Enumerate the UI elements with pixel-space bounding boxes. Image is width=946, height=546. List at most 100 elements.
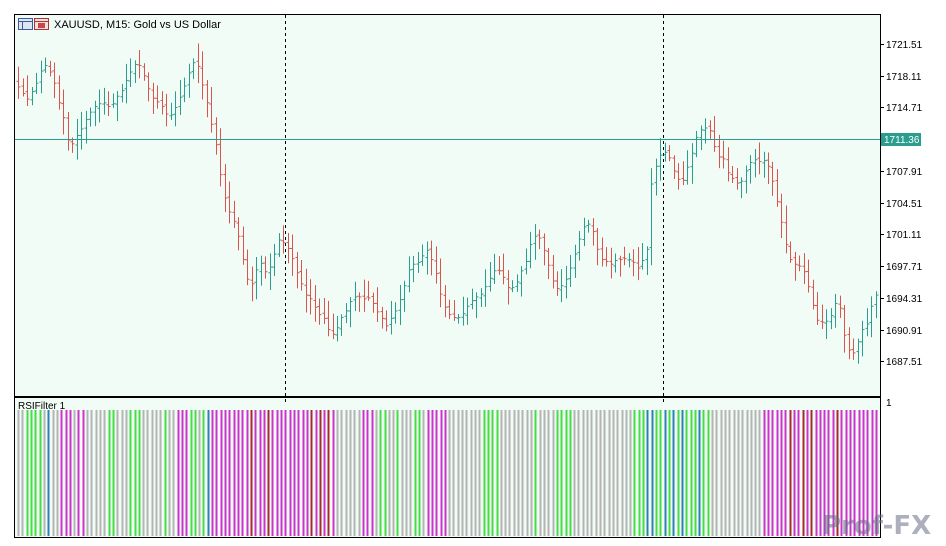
price-bar bbox=[757, 142, 762, 175]
price-bar bbox=[245, 249, 250, 286]
price-bar bbox=[384, 310, 389, 332]
price-bar bbox=[577, 231, 582, 261]
price-bar bbox=[788, 241, 793, 263]
price-bar bbox=[833, 293, 838, 328]
price-bar bbox=[582, 217, 587, 247]
price-bar bbox=[173, 91, 178, 127]
price-bar bbox=[357, 292, 362, 312]
price-bar bbox=[407, 256, 412, 293]
price-bar bbox=[555, 271, 560, 296]
price-bar bbox=[735, 168, 740, 190]
price-bar bbox=[196, 43, 201, 84]
price-bar bbox=[869, 296, 874, 338]
price-axis-label: 1687.51 bbox=[886, 357, 923, 368]
price-bar bbox=[519, 266, 524, 297]
price-bar bbox=[546, 247, 551, 280]
price-bar bbox=[483, 269, 488, 307]
price-bar bbox=[344, 303, 349, 324]
price-bar bbox=[155, 85, 160, 109]
price-bar bbox=[461, 296, 466, 326]
price-bar bbox=[838, 295, 843, 318]
price-bar bbox=[79, 111, 84, 150]
price-bar bbox=[851, 338, 856, 360]
price-bar bbox=[739, 177, 744, 199]
price-bar bbox=[721, 140, 726, 169]
price-bar bbox=[146, 72, 151, 102]
price-axis-label: 1707.91 bbox=[886, 167, 923, 178]
price-bar bbox=[97, 89, 102, 123]
price-bar bbox=[797, 255, 802, 272]
price-pane-frame bbox=[14, 14, 881, 397]
price-bar bbox=[241, 226, 246, 265]
price-axis-label: 1721.51 bbox=[886, 40, 923, 51]
price-axis-label: 1697.71 bbox=[886, 262, 923, 273]
price-bar bbox=[425, 241, 430, 275]
price-bar bbox=[865, 308, 870, 337]
indicator-scale-label: 1 bbox=[886, 398, 892, 409]
price-bar bbox=[70, 137, 75, 153]
price-bar bbox=[169, 102, 174, 121]
price-bar bbox=[34, 72, 39, 95]
price-bar bbox=[488, 262, 493, 292]
price-bar bbox=[717, 134, 722, 169]
price-bar bbox=[254, 257, 259, 300]
price-bar bbox=[524, 248, 529, 275]
price-bar bbox=[366, 280, 371, 301]
price-bar bbox=[429, 240, 434, 276]
price-bar bbox=[52, 62, 57, 99]
price-bar bbox=[236, 217, 241, 251]
price-bar bbox=[860, 320, 865, 357]
price-bar bbox=[847, 327, 852, 360]
price-bar bbox=[106, 91, 111, 116]
price-axis-background bbox=[880, 14, 942, 537]
price-bar bbox=[335, 315, 340, 342]
price-bar bbox=[371, 292, 376, 313]
current-price-tag: 1711.36 bbox=[881, 133, 921, 146]
price-bar bbox=[66, 111, 71, 151]
price-bar bbox=[420, 244, 425, 266]
price-bar bbox=[133, 60, 138, 83]
price-bar bbox=[322, 298, 327, 325]
price-bar bbox=[775, 169, 780, 207]
price-bar bbox=[411, 255, 416, 283]
price-bar bbox=[48, 60, 53, 77]
price-bar bbox=[595, 228, 600, 266]
price-bar bbox=[699, 125, 704, 151]
price-bar bbox=[214, 117, 219, 155]
price-bar bbox=[362, 279, 367, 312]
price-axis-ticks: 1721.51 1718.11 1714.71 1707.91 1704.51 1701.… bbox=[880, 40, 923, 368]
price-bar bbox=[259, 255, 264, 286]
day-separators bbox=[285, 15, 664, 404]
symbol-icon[interactable] bbox=[18, 18, 49, 30]
price-bar bbox=[200, 51, 205, 100]
price-bar bbox=[533, 224, 538, 260]
price-bar bbox=[178, 79, 183, 115]
price-bar bbox=[151, 82, 156, 115]
price-axis-label: 1701.11 bbox=[886, 230, 922, 241]
price-bar bbox=[474, 292, 479, 319]
price-bar bbox=[694, 130, 699, 158]
price-bar bbox=[187, 63, 192, 98]
price-bar bbox=[492, 253, 497, 284]
price-bar bbox=[88, 107, 93, 127]
price-bar bbox=[622, 246, 627, 266]
price-bar bbox=[811, 279, 816, 310]
price-bar bbox=[124, 63, 129, 104]
price-bar bbox=[137, 49, 142, 79]
price-bar bbox=[299, 259, 304, 291]
price-bar bbox=[515, 274, 520, 292]
current-price-label: 1711.36 bbox=[884, 135, 920, 146]
price-bar bbox=[690, 143, 695, 184]
price-bar bbox=[102, 87, 107, 115]
price-bar bbox=[506, 270, 511, 305]
watermark-logo: Prof-FX bbox=[822, 511, 931, 541]
price-bar bbox=[681, 161, 686, 186]
price-bar bbox=[712, 116, 717, 152]
current-price-tag-box bbox=[881, 133, 921, 146]
price-bar bbox=[829, 308, 834, 330]
price-axis-label: 1704.51 bbox=[886, 199, 923, 210]
indicator-title: RSIFilter 1 bbox=[18, 401, 66, 412]
price-bar bbox=[676, 163, 681, 190]
price-bar bbox=[111, 93, 116, 108]
price-bar bbox=[434, 246, 439, 284]
